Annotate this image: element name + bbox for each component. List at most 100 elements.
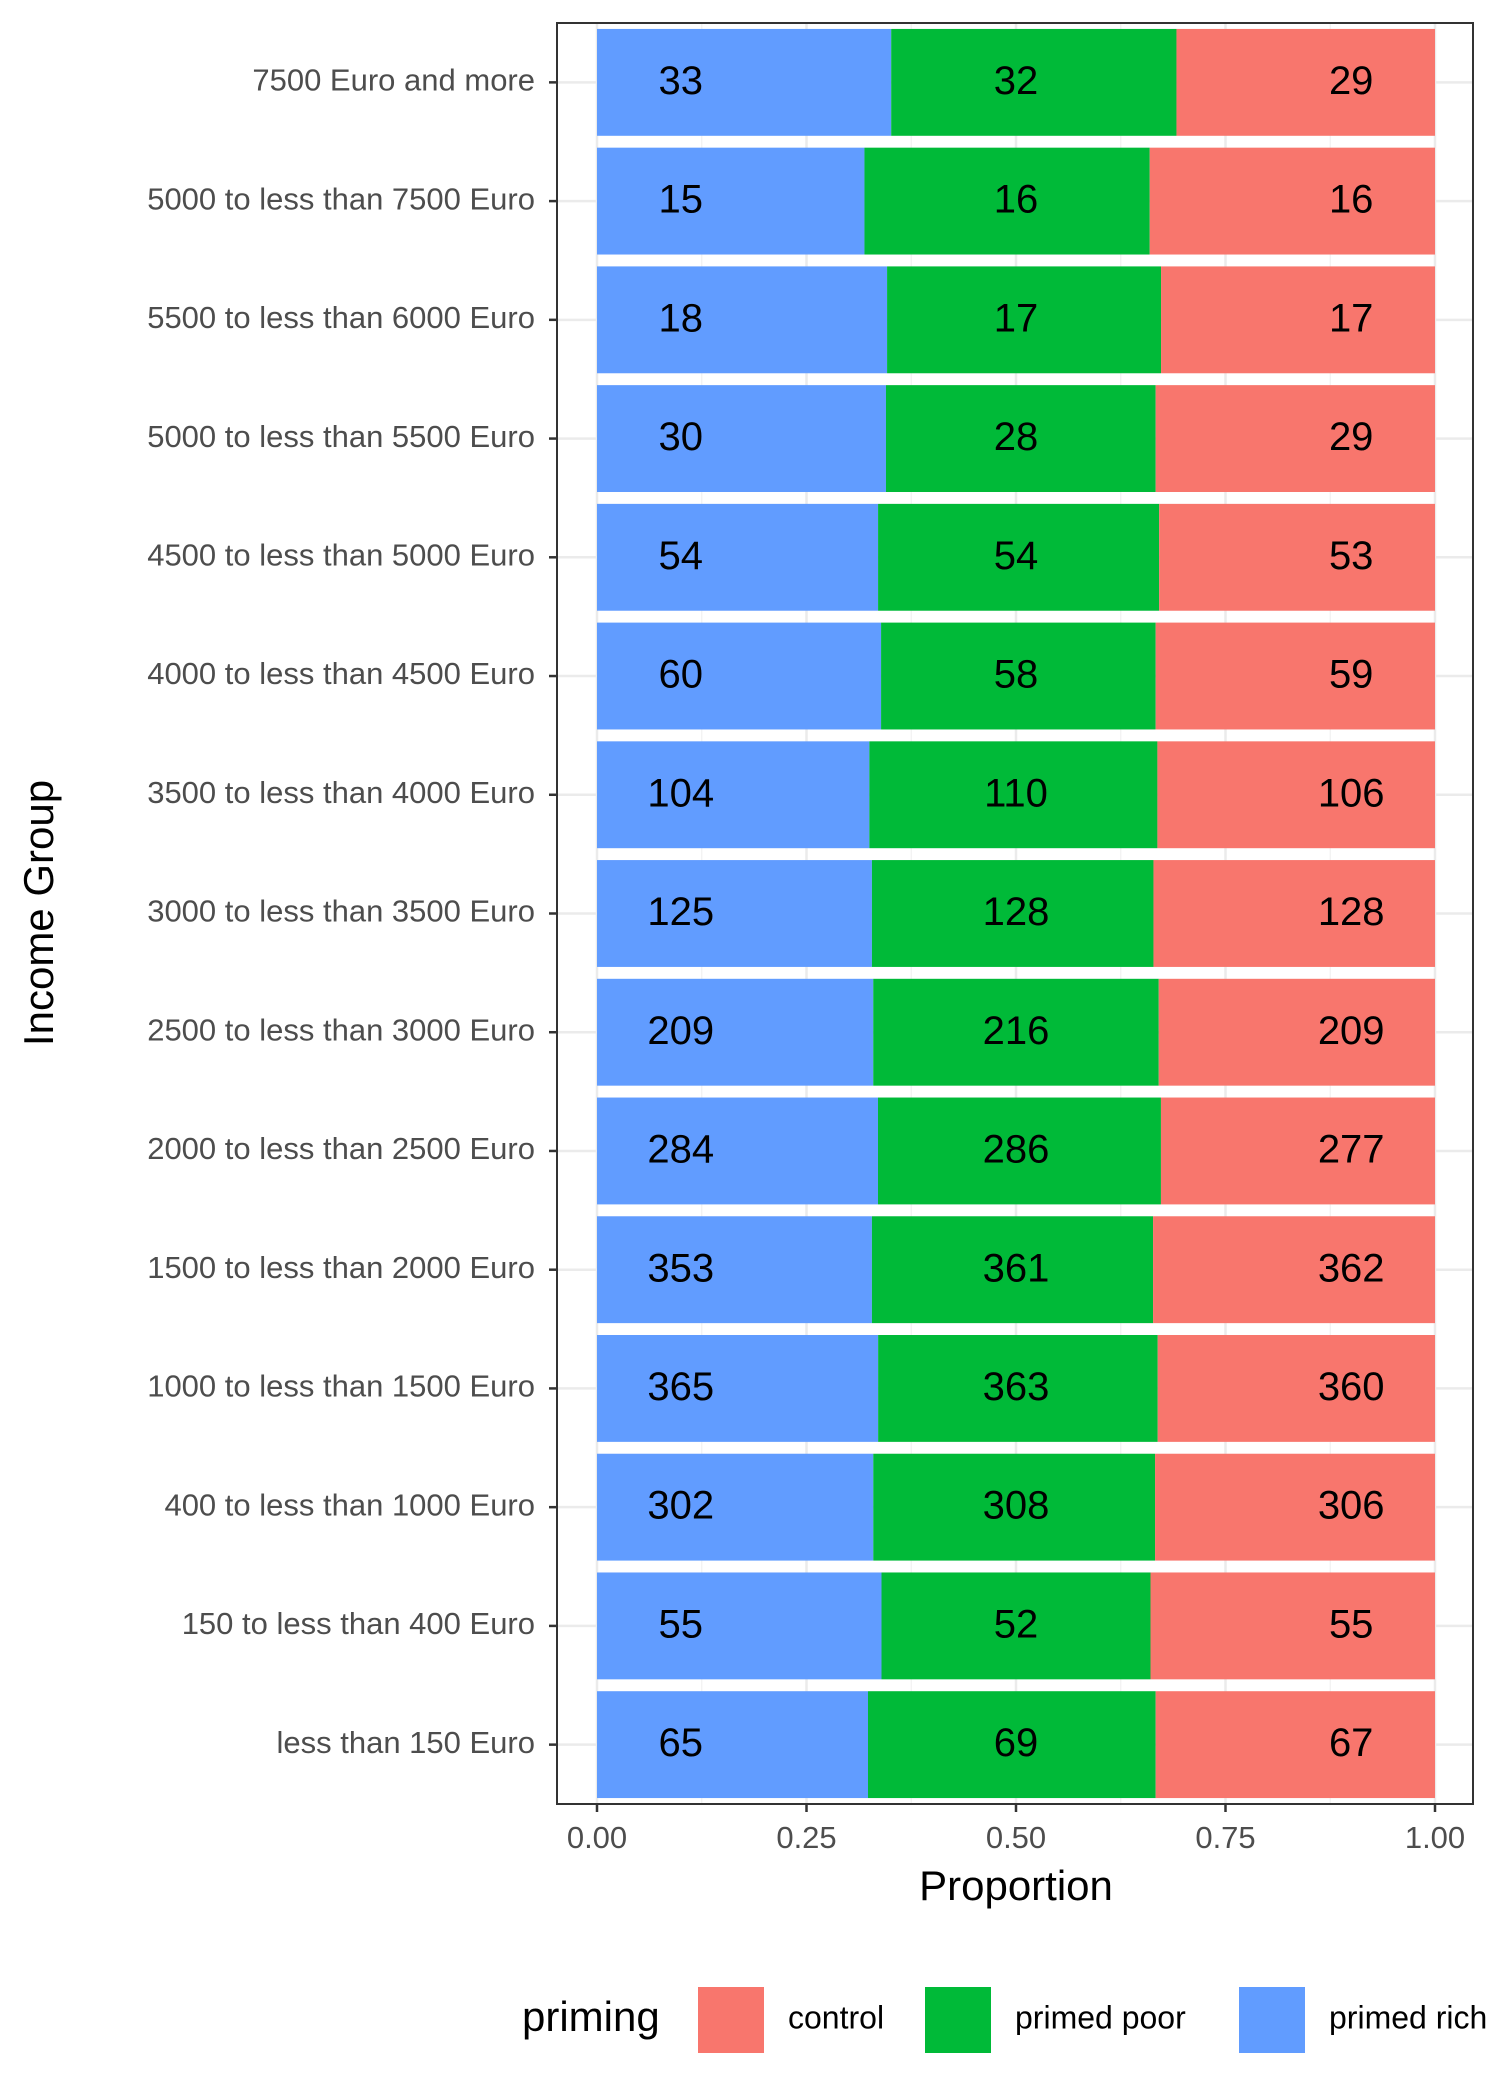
data-label: 16 xyxy=(1329,178,1374,222)
y-tick-label: 1000 to less than 1500 Euro xyxy=(147,1369,535,1404)
bar-segment xyxy=(597,147,865,255)
y-tick-label: 5500 to less than 6000 Euro xyxy=(147,300,535,335)
bar-segment xyxy=(864,147,1150,255)
data-label: 128 xyxy=(983,890,1050,934)
data-label: 67 xyxy=(1329,1721,1374,1765)
bar-segment xyxy=(867,1691,1156,1799)
data-label: 125 xyxy=(647,890,714,934)
bar-segment xyxy=(1161,266,1435,374)
data-label: 128 xyxy=(1318,890,1385,934)
data-label: 33 xyxy=(659,59,704,103)
bar-segment xyxy=(869,741,1158,849)
data-label: 209 xyxy=(647,1009,714,1053)
data-label: 277 xyxy=(1318,1128,1385,1172)
bar-segment xyxy=(597,1335,879,1442)
bar-segment xyxy=(887,266,1162,374)
data-label: 365 xyxy=(647,1365,714,1409)
bar-segment xyxy=(891,28,1177,136)
bar-segment xyxy=(597,1216,872,1324)
bar-segment xyxy=(1155,1453,1435,1561)
data-label: 69 xyxy=(994,1721,1039,1765)
legend-key xyxy=(1239,1987,1305,2053)
data-label: 110 xyxy=(984,771,1048,815)
bar-segment xyxy=(871,1216,1154,1324)
y-tick-label: 5000 to less than 5500 Euro xyxy=(147,419,535,454)
bar-segment xyxy=(1153,860,1435,967)
bar-segment xyxy=(597,622,882,730)
bar-segment xyxy=(597,741,870,849)
data-label: 16 xyxy=(994,178,1039,222)
data-label: 306 xyxy=(1318,1484,1385,1528)
bar-segment xyxy=(873,1453,1156,1561)
bar-segment xyxy=(597,860,872,967)
bar-segment xyxy=(597,28,892,136)
bar-segment xyxy=(597,1691,868,1799)
bar-segment xyxy=(878,503,1160,611)
y-tick-label: less than 150 Euro xyxy=(276,1725,535,1760)
bar-segment xyxy=(1155,622,1435,730)
data-label: 284 xyxy=(647,1128,714,1172)
data-label: 106 xyxy=(1318,771,1385,815)
bar-segment xyxy=(597,1572,882,1680)
data-label: 29 xyxy=(1329,59,1374,103)
panel-border xyxy=(556,22,1474,1805)
y-tick-label: 3500 to less than 4000 Euro xyxy=(147,775,535,810)
legend-label: primed poor xyxy=(1015,1999,1186,2035)
bar-segment xyxy=(1153,1216,1435,1324)
bar-segment xyxy=(597,978,874,1086)
data-label: 28 xyxy=(994,415,1039,459)
x-axis-title: Proportion xyxy=(919,1862,1113,1909)
data-label: 209 xyxy=(1318,1009,1385,1053)
x-tick-label: 0.75 xyxy=(1195,1820,1255,1855)
bar-segment xyxy=(881,622,1156,730)
data-label: 54 xyxy=(994,534,1039,578)
legend-label: primed rich xyxy=(1329,1999,1487,2035)
bar-segment xyxy=(885,385,1156,492)
data-label: 30 xyxy=(659,415,704,459)
data-label: 58 xyxy=(994,653,1039,697)
data-label: 54 xyxy=(659,534,704,578)
data-label: 360 xyxy=(1318,1365,1385,1409)
bar-segment xyxy=(1157,741,1435,849)
y-tick-label: 3000 to less than 3500 Euro xyxy=(147,894,535,929)
data-label: 18 xyxy=(659,296,704,340)
bar-segment xyxy=(881,1572,1151,1680)
y-tick-label: 2500 to less than 3000 Euro xyxy=(147,1012,535,1047)
data-label: 55 xyxy=(659,1602,704,1646)
data-label: 216 xyxy=(983,1009,1050,1053)
x-tick-label: 0.00 xyxy=(567,1820,627,1855)
legend-label: control xyxy=(788,1999,884,2035)
y-axis-title: Income Group xyxy=(15,780,62,1046)
x-tick-label: 0.25 xyxy=(776,1820,836,1855)
data-label: 52 xyxy=(994,1602,1039,1646)
data-label: 55 xyxy=(1329,1602,1374,1646)
legend-key xyxy=(698,1987,764,2053)
bar-segment xyxy=(1158,978,1435,1086)
y-tick-label: 4000 to less than 4500 Euro xyxy=(147,656,535,691)
bar-segment xyxy=(597,1453,874,1561)
data-label: 17 xyxy=(994,296,1039,340)
bar-segment xyxy=(878,1335,1158,1442)
y-tick-label: 150 to less than 400 Euro xyxy=(182,1606,535,1641)
data-label: 53 xyxy=(1329,534,1374,578)
bar-segment xyxy=(1149,147,1435,255)
bar-segment xyxy=(1157,1335,1435,1442)
bar-segment xyxy=(1155,385,1435,492)
x-tick-label: 0.50 xyxy=(986,1820,1046,1855)
data-label: 32 xyxy=(994,59,1039,103)
data-label: 17 xyxy=(1329,296,1374,340)
data-label: 59 xyxy=(1329,653,1374,697)
bar-segment xyxy=(1176,28,1435,136)
data-label: 60 xyxy=(659,653,704,697)
y-tick-label: 5000 to less than 7500 Euro xyxy=(147,181,535,216)
bar-segment xyxy=(597,266,888,374)
bar-segment xyxy=(1150,1572,1435,1680)
bar-segment xyxy=(1155,1691,1435,1799)
bar-segment xyxy=(873,978,1159,1086)
data-label: 362 xyxy=(1318,1246,1385,1290)
bar-segment xyxy=(877,1097,1161,1205)
y-tick-label: 2000 to less than 2500 Euro xyxy=(147,1131,535,1166)
y-tick-label: 1500 to less than 2000 Euro xyxy=(147,1250,535,1285)
data-label: 65 xyxy=(659,1721,704,1765)
